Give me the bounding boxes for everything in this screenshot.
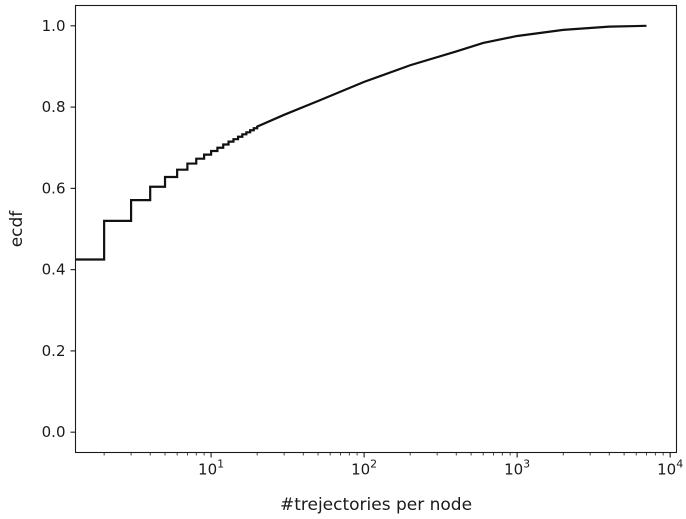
y-tick-label: 0.2 — [42, 342, 66, 360]
plot-frame — [74, 4, 678, 454]
x-axis-label: #trejectories per node — [280, 495, 472, 515]
x-tick-label: 104 — [657, 458, 683, 479]
x-tick-label-base: 10 — [657, 461, 676, 479]
y-tick-label: 0.4 — [42, 261, 66, 279]
x-tick-label-exponent: 3 — [523, 458, 530, 471]
y-tick-label: 1.0 — [42, 17, 66, 35]
y-tick-label: 0.6 — [42, 179, 66, 197]
x-tick-label-base: 10 — [198, 461, 217, 479]
y-axis-label: ecdf — [7, 210, 27, 248]
y-tick-label: 0.8 — [42, 98, 66, 116]
ecdf-series-line — [75, 24, 647, 261]
x-tick-label-base: 10 — [351, 461, 370, 479]
y-tick-label: 0.0 — [42, 423, 66, 441]
x-tick-label: 101 — [198, 458, 224, 479]
x-tick-label-exponent: 4 — [676, 458, 683, 471]
x-tick-label-exponent: 1 — [217, 458, 224, 471]
x-tick-label: 102 — [351, 458, 377, 479]
x-tick-label: 103 — [504, 458, 530, 479]
x-tick-label-base: 10 — [504, 461, 523, 479]
x-tick-label-exponent: 2 — [370, 458, 377, 471]
